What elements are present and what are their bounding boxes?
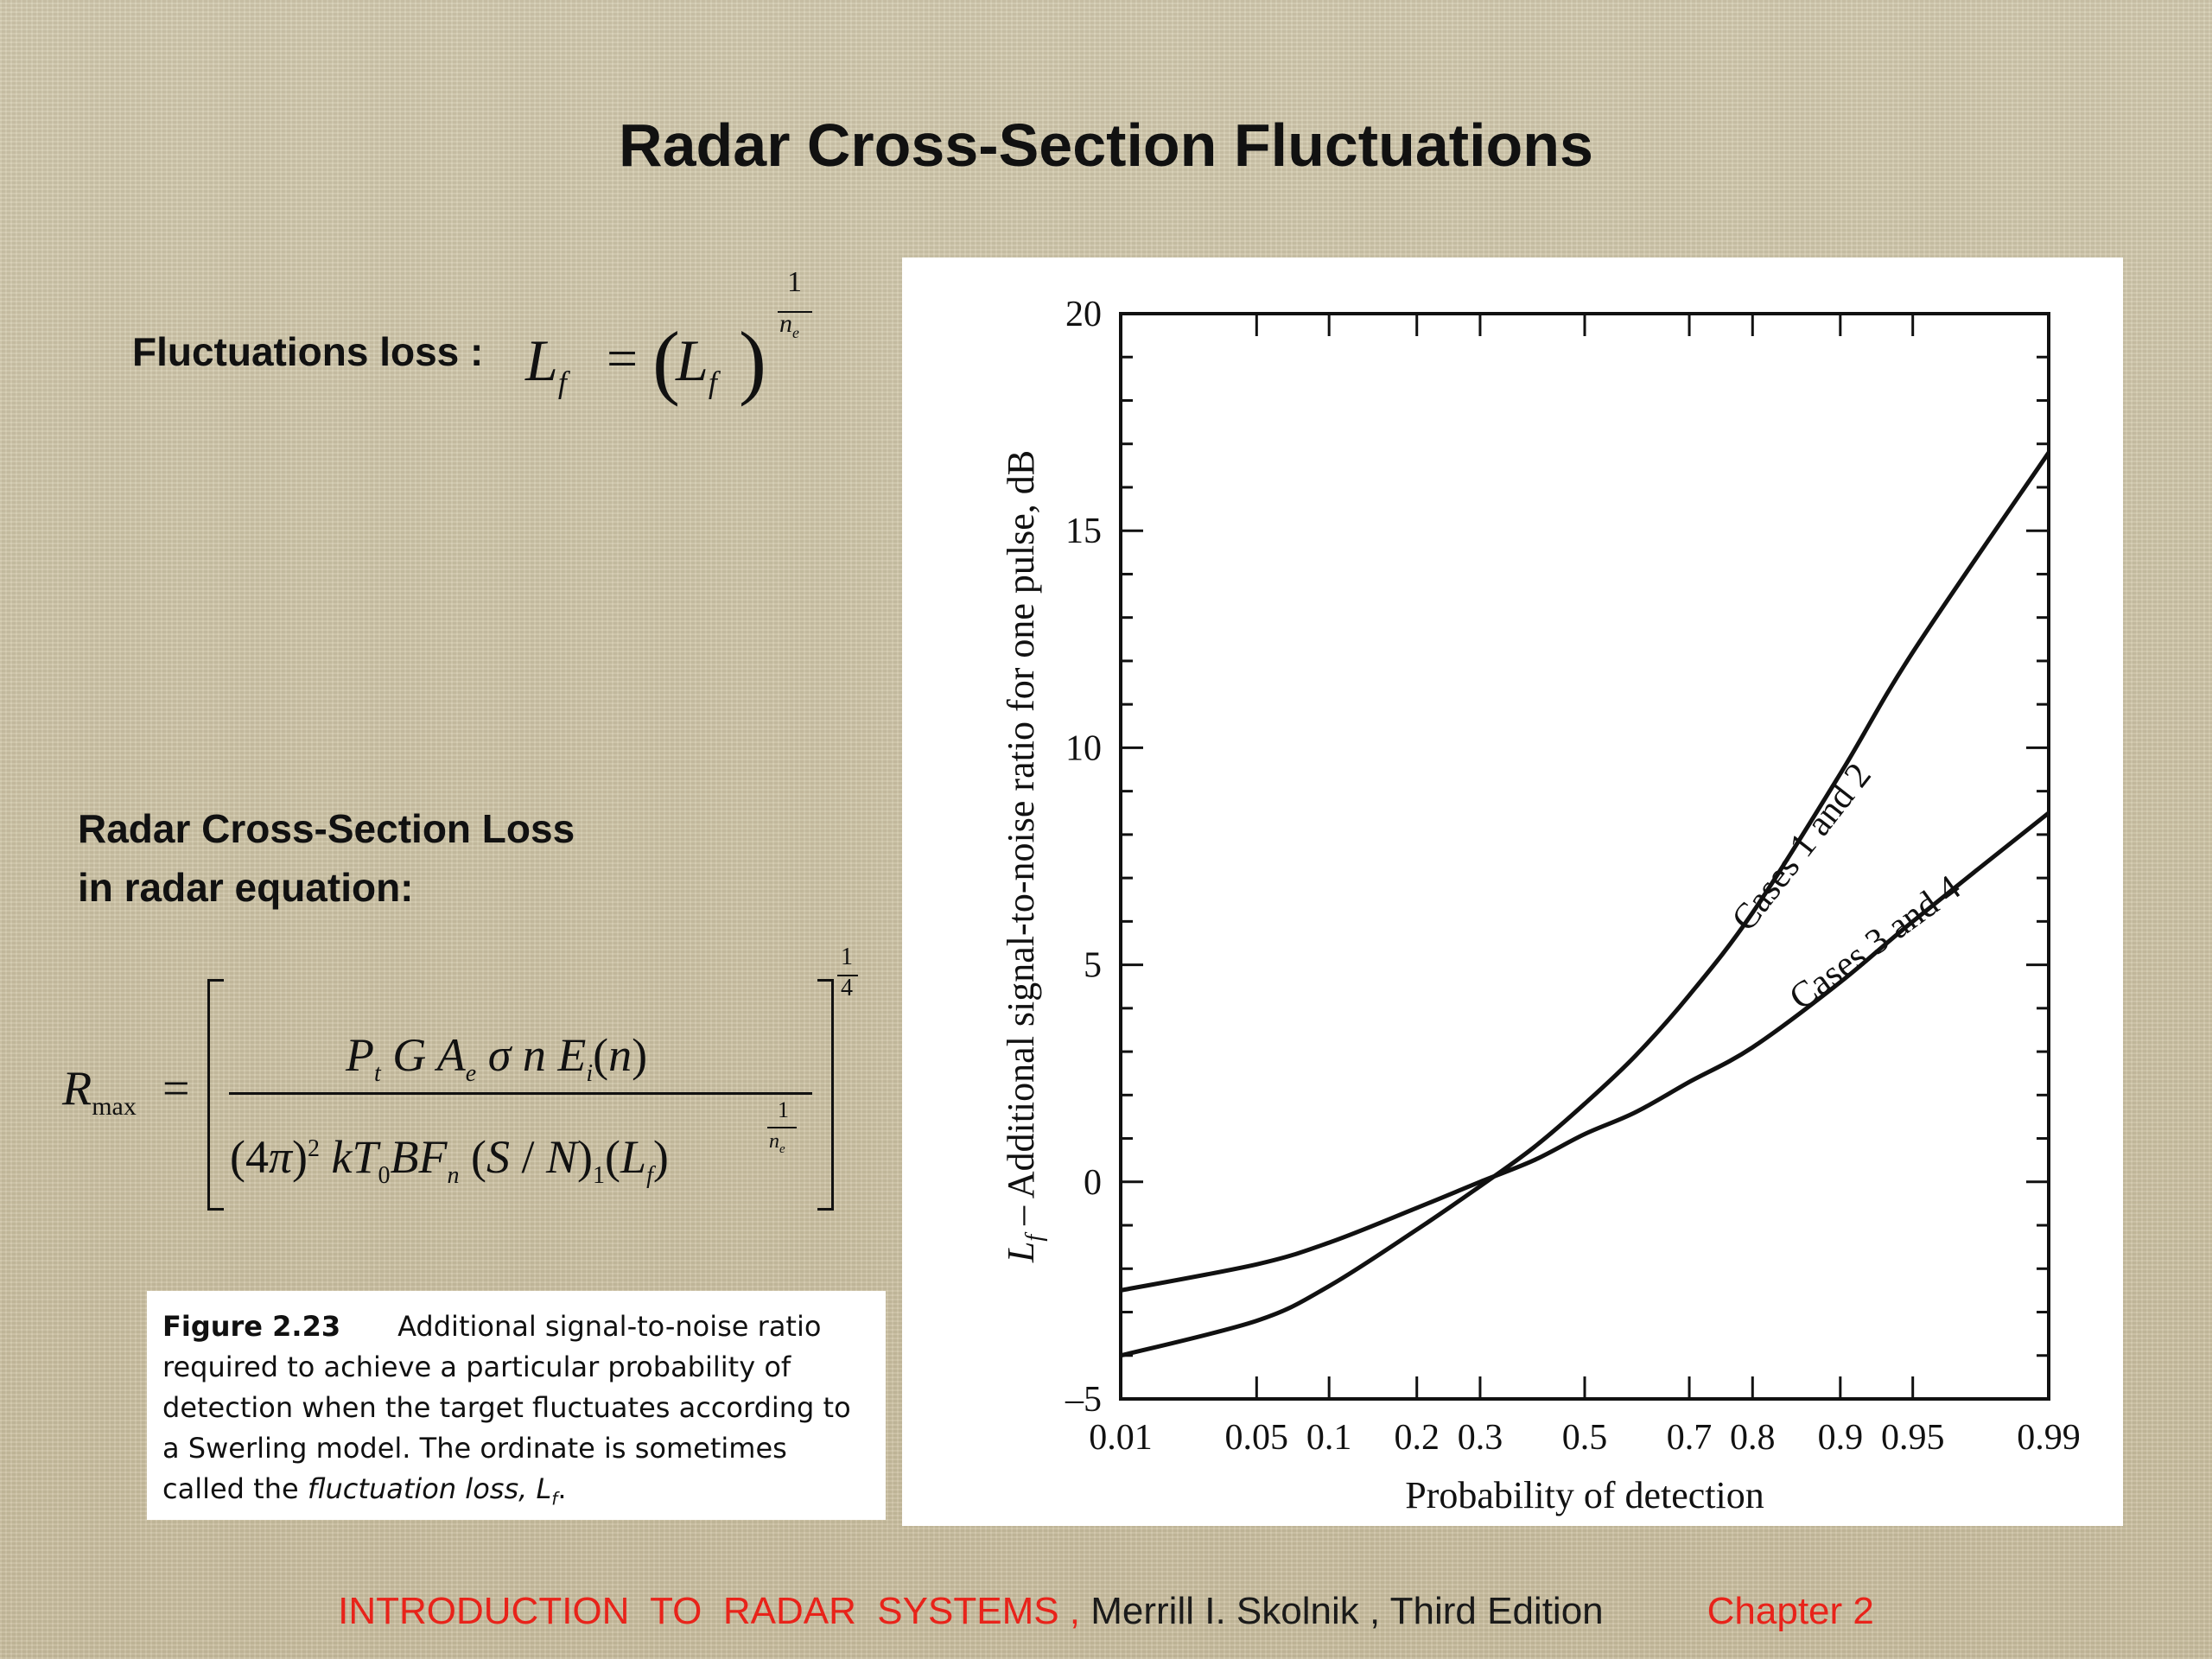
rcs-loss-label-line2: in radar equation:: [78, 865, 414, 910]
series-label-1: Cases 1 and 2: [1725, 756, 1879, 938]
footer-book: INTRODUCTION TO RADAR SYSTEMS ,: [338, 1590, 1081, 1632]
x-tick-label: 0.01: [1089, 1418, 1153, 1458]
series-line-1: [1120, 451, 2051, 1358]
y-tick-label: 20: [1065, 295, 1102, 334]
radar-range-equation: Rmax = Pt G Ae σ n Ei(n) (4π)2 kT0BFn (S…: [60, 942, 873, 1227]
x-tick-label: 0.5: [1562, 1418, 1608, 1458]
plot-frame: [1119, 312, 2050, 1401]
x-tick-label: 0.2: [1394, 1418, 1440, 1458]
x-tick-label: 0.7: [1667, 1418, 1713, 1458]
figure-caption: Figure 2.23 Additional signal-to-noise ra…: [162, 1310, 851, 1510]
caption-emphasis: fluctuation loss, Lf: [307, 1472, 558, 1510]
x-tick-label: 0.9: [1818, 1418, 1864, 1458]
figure-number: Figure 2.23: [162, 1310, 341, 1343]
footer-author: Merrill I. Skolnik , Third Edition: [1080, 1590, 1604, 1632]
x-tick-label: 0.3: [1458, 1418, 1503, 1458]
footer: INTRODUCTION TO RADAR SYSTEMS , Merrill …: [0, 1590, 2212, 1633]
y-tick-label: 5: [1084, 946, 1102, 986]
rcs-loss-label-line1: Radar Cross-Section Loss: [78, 806, 575, 851]
x-tick-label: 0.99: [2017, 1418, 2081, 1458]
y-tick-label: 0: [1084, 1163, 1102, 1203]
fluctuations-loss-label: Fluctuations loss :: [132, 329, 484, 374]
y-tick-label: 10: [1065, 728, 1102, 768]
caption-text: Additional signal-to-noise ratio require…: [162, 1310, 851, 1505]
footer-chapter: Chapter 2: [1707, 1590, 1874, 1632]
y-tick-label: –5: [1065, 1380, 1102, 1420]
chart-panel: –5 0 5 10 15 20 0.01 0.05 0.1 0.2 0.3 0.5 0.7 0.8 0.9 0…: [902, 257, 2123, 1526]
series-line-2: [1120, 810, 2050, 1293]
series-label-2: Cases 3 and 4: [1783, 868, 1968, 1018]
fluctuation-loss-formula: Lf = ( Lf ) 1 ne: [518, 259, 830, 423]
x-tick-label: 0.95: [1881, 1418, 1945, 1458]
slide-title: Radar Cross-Section Fluctuations: [619, 111, 1593, 179]
y-tick-label: 15: [1065, 512, 1102, 551]
x-tick-label: 0.1: [1306, 1418, 1352, 1458]
x-tick-label: 0.05: [1225, 1418, 1289, 1458]
fluctuation-loss-chart: –5 0 5 10 15 20 0.01 0.05 0.1 0.2 0.3 0.5 0.7 0.8 0.9 0…: [1000, 295, 2081, 1516]
x-axis-label: Probability of detection: [1405, 1474, 1764, 1516]
x-tick-label: 0.8: [1730, 1418, 1776, 1458]
y-axis-label: Lf – Additional signal-to-noise ratio fo…: [1000, 450, 1048, 1263]
figure-caption-box: Figure 2.23 Additional signal-to-noise ra…: [147, 1291, 886, 1520]
